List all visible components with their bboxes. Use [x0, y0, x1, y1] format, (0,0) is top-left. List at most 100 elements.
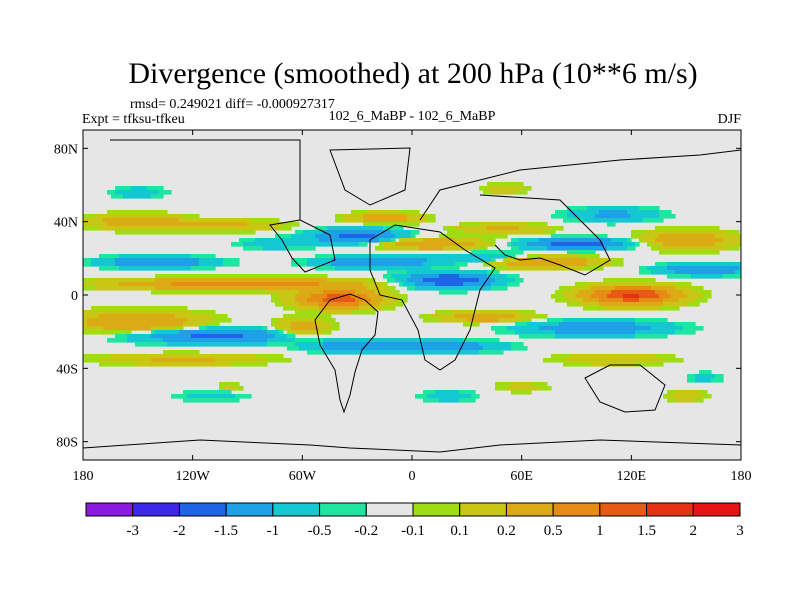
contour-cell: [575, 298, 580, 303]
contour-cell: [219, 290, 224, 295]
contour-cell: [651, 290, 656, 295]
contour-cell: [339, 266, 344, 271]
contour-cell: [243, 362, 248, 367]
contour-cell: [215, 314, 220, 319]
contour-cell: [311, 258, 316, 263]
contour-cell: [175, 362, 180, 367]
contour-cell: [687, 374, 692, 379]
contour-cell: [403, 242, 408, 247]
contour-cell: [579, 218, 584, 223]
contour-cell: [87, 214, 92, 219]
contour-cell: [571, 290, 576, 295]
contour-cell: [227, 274, 232, 279]
contour-cell: [459, 274, 464, 279]
contour-cell: [355, 282, 360, 287]
colorbar-swatch: [319, 502, 367, 517]
contour-cell: [291, 222, 296, 227]
contour-cell: [303, 298, 308, 303]
contour-cell: [239, 326, 244, 331]
contour-cell: [703, 230, 708, 235]
contour-cell: [219, 334, 224, 339]
contour-cell: [463, 242, 468, 247]
contour-cell: [107, 278, 112, 283]
contour-cell: [599, 322, 604, 327]
contour-cell: [135, 322, 140, 327]
contour-cell: [159, 274, 164, 279]
contour-cell: [631, 234, 636, 239]
contour-cell: [651, 322, 656, 327]
contour-cell: [83, 358, 88, 363]
contour-cell: [115, 286, 120, 291]
contour-cell: [255, 342, 260, 347]
contour-cell: [135, 226, 140, 231]
contour-cell: [595, 254, 600, 259]
contour-cell: [587, 318, 592, 323]
contour-cell: [259, 290, 264, 295]
contour-cell: [731, 262, 736, 267]
contour-cell: [543, 382, 548, 387]
contour-cell: [143, 230, 148, 235]
contour-cell: [195, 218, 200, 223]
contour-cell: [291, 286, 296, 291]
contour-cell: [703, 274, 708, 279]
contour-cell: [651, 302, 656, 307]
contour-cell: [407, 338, 412, 343]
contour-cell: [95, 282, 100, 287]
contour-cell: [447, 278, 452, 283]
contour-cell: [155, 334, 160, 339]
contour-cell: [411, 270, 416, 275]
contour-cell: [131, 358, 136, 363]
contour-cell: [227, 386, 232, 391]
contour-cell: [143, 262, 148, 267]
contour-cell: [707, 242, 712, 247]
contour-cell: [135, 286, 140, 291]
contour-cell: [667, 322, 672, 327]
contour-cell: [479, 342, 484, 347]
contour-cell: [735, 246, 740, 251]
contour-cell: [355, 278, 360, 283]
contour-cell: [183, 230, 188, 235]
contour-cell: [603, 318, 608, 323]
contour-cell: [147, 310, 152, 315]
contour-cell: [219, 330, 224, 335]
contour-cell: [543, 326, 548, 331]
contour-cell: [319, 242, 324, 247]
contour-cell: [167, 190, 172, 195]
contour-cell: [699, 374, 704, 379]
contour-cell: [219, 386, 224, 391]
contour-cell: [599, 362, 604, 367]
contour-cell: [479, 318, 484, 323]
contour-cell: [263, 286, 268, 291]
contour-cell: [407, 242, 412, 247]
contour-cell: [263, 358, 268, 363]
contour-cell: [343, 310, 348, 315]
contour-cell: [515, 346, 520, 351]
contour-cell: [459, 338, 464, 343]
contour-cell: [539, 330, 544, 335]
contour-cell: [503, 254, 508, 259]
contour-cell: [643, 206, 648, 211]
contour-cell: [491, 222, 496, 227]
contour-cell: [259, 246, 264, 251]
contour-cell: [619, 242, 624, 247]
contour-cell: [387, 286, 392, 291]
coastline-south-america: [314, 293, 379, 414]
contour-cell: [515, 330, 520, 335]
contour-cell: [227, 330, 232, 335]
contour-cell: [631, 298, 636, 303]
contour-cell: [695, 242, 700, 247]
contour-cell: [307, 258, 312, 263]
contour-cell: [363, 338, 368, 343]
comparison-label: 102_6_MaBP - 102_6_MaBP: [329, 109, 496, 124]
contour-cell: [579, 354, 584, 359]
contour-cell: [203, 330, 208, 335]
contour-cell: [303, 318, 308, 323]
contour-cell: [147, 322, 152, 327]
contour-cell: [699, 270, 704, 275]
contour-cell: [543, 226, 548, 231]
contour-cell: [239, 222, 244, 227]
contour-cell: [271, 278, 276, 283]
contour-cell: [579, 242, 584, 247]
contour-cell: [371, 350, 376, 355]
contour-cell: [295, 342, 300, 347]
